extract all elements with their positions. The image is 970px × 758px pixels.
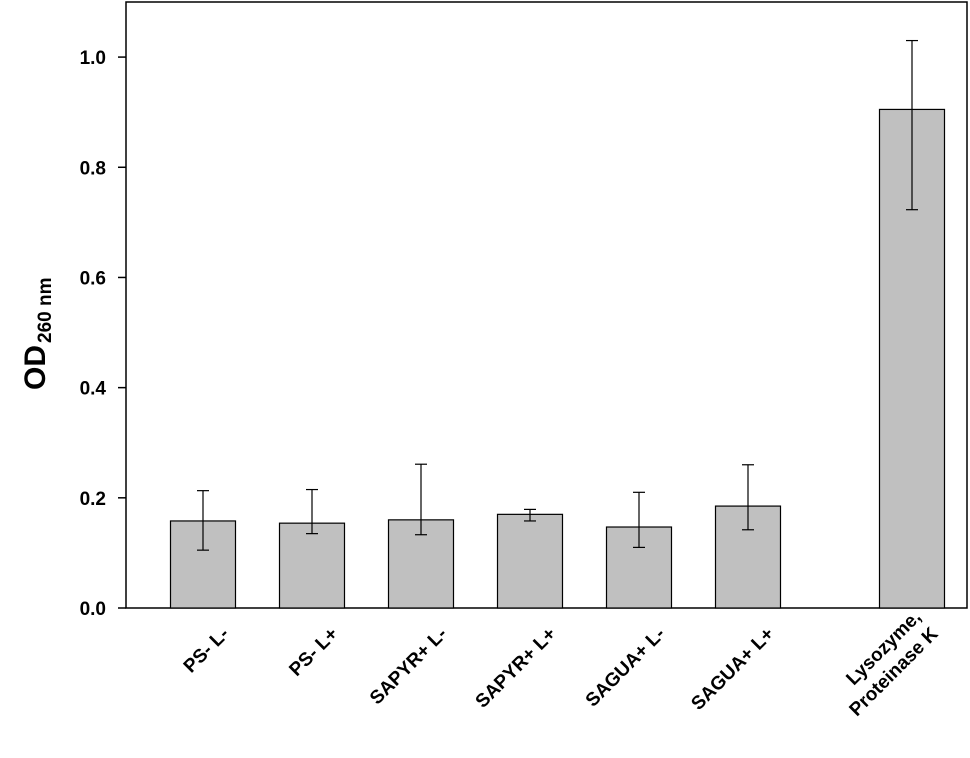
y-tick-label: 0.6 (80, 268, 106, 289)
x-category-label: SAGUA+ L- (582, 624, 670, 712)
x-category-label: SAPYR+ L+ (472, 624, 561, 713)
x-category-label-line: SAPYR+ L+ (472, 624, 561, 713)
error-bar (633, 491, 645, 549)
x-category-label-line: PS- L- (180, 624, 234, 678)
y-axis-label-sub: 260 nm (35, 278, 56, 343)
error-bar (197, 490, 209, 551)
x-category-label-line: SAGUA+ L+ (687, 624, 778, 715)
error-bar (906, 39, 918, 211)
y-tick-label: 0.0 (80, 599, 106, 620)
x-category-label: PS- L+ (285, 624, 342, 681)
y-axis-label: OD260 nm (19, 278, 56, 390)
y-tick-label: 0.8 (80, 158, 106, 179)
error-bar (742, 464, 754, 531)
x-category-label: PS- L- (180, 624, 234, 678)
error-bars (197, 39, 918, 551)
bars (169, 108, 946, 609)
bar (278, 522, 346, 609)
x-axis-category-labels: PS- L- PS- L+ SAPYR+ L- SAPYR+ L+ SAGUA+ L- S… (180, 606, 943, 721)
x-category-label: SAPYR+ L- (366, 624, 451, 709)
x-category-label-line: PS- L+ (285, 624, 342, 681)
y-tick-label: 1.0 (80, 48, 106, 69)
error-bar (415, 463, 427, 536)
bar (605, 526, 673, 609)
y-axis-ticks: 0.0 0.2 0.4 0.6 0.8 1.0 (80, 48, 126, 620)
y-tick-label: 0.4 (80, 379, 107, 400)
y-tick-label: 0.2 (80, 489, 106, 510)
error-bar (306, 488, 318, 535)
x-category-label: SAGUA+ L+ (687, 624, 778, 715)
error-bar (524, 508, 536, 522)
x-category-label-line: SAPYR+ L- (366, 624, 451, 709)
bar (496, 513, 564, 609)
x-category-label-line: SAGUA+ L- (582, 624, 670, 712)
y-axis-label-main: OD (19, 345, 52, 390)
x-category-label: Lysozyme,Proteinase K (829, 606, 943, 720)
bar (878, 108, 946, 609)
